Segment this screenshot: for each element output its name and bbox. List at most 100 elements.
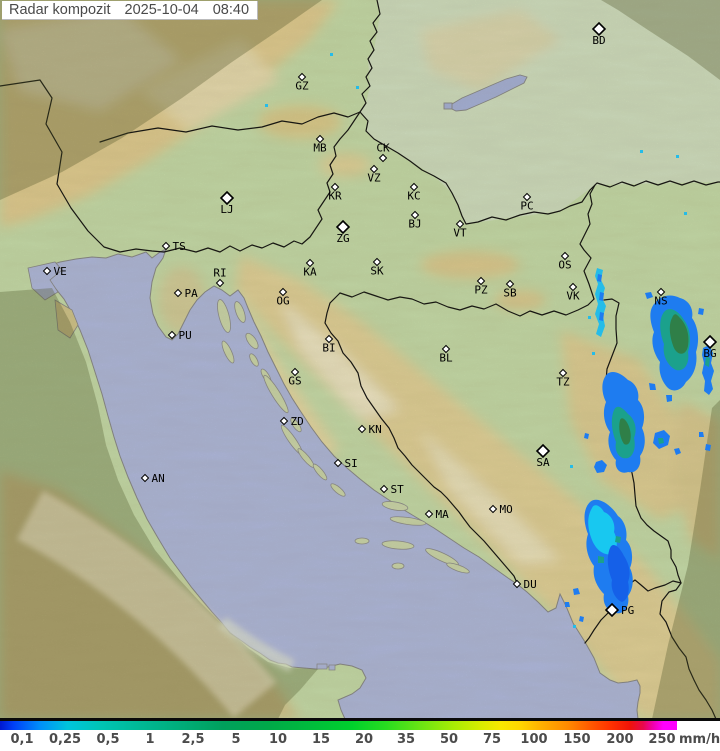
station-PZ: PZ [474, 276, 488, 297]
station-PC: PC [520, 192, 534, 213]
station-marker-icon [290, 367, 300, 377]
station-PU: PU [167, 329, 192, 342]
station-marker-icon [409, 182, 419, 192]
terrain-grain-texture [0, 0, 720, 719]
legend-label: 15 [311, 732, 331, 747]
station-marker-layer: GZ BD MB CK VZ KR KC LJ BJ VT PC ZG TS VE RI KA SK OS PA OG… [42, 21, 718, 618]
station-BG: BG [702, 334, 718, 360]
legend-gradient-bar [0, 721, 677, 730]
legend-label: 35 [396, 732, 416, 747]
station-label: LJ [220, 203, 233, 216]
station-label: VT [453, 227, 467, 240]
station-label: SA [536, 456, 550, 469]
station-label: KN [369, 423, 382, 436]
station-marker-icon [522, 192, 532, 202]
legend-label: 250 [648, 732, 676, 747]
station-SB: SB [503, 279, 517, 300]
station-marker-icon [410, 210, 420, 220]
station-marker-icon [215, 278, 225, 288]
echo-danube-streak-blue [597, 274, 604, 321]
station-label: ZD [291, 415, 304, 428]
station-label: BI [322, 342, 335, 355]
app-title: Radar kompozit [9, 2, 111, 18]
station-marker-icon [535, 443, 551, 459]
station-BJ: BJ [408, 210, 422, 231]
station-marker-icon [372, 257, 382, 267]
station-label: MA [436, 508, 450, 521]
radar-echo-speck [592, 352, 595, 355]
station-label: VZ [367, 172, 381, 185]
legend-label: 50 [439, 732, 459, 747]
station-BL: BL [439, 344, 453, 365]
station-marker-icon [488, 504, 498, 514]
station-SA: SA [535, 443, 551, 469]
station-label: PZ [474, 284, 488, 297]
station-marker-icon [476, 276, 486, 286]
station-VZ: VZ [367, 164, 381, 185]
station-GS: GS [288, 367, 302, 388]
legend-label: 100 [520, 732, 548, 747]
station-label: DU [524, 578, 537, 591]
station-label: AN [152, 472, 165, 485]
station-ST: ST [379, 483, 404, 496]
legend-separator [0, 718, 720, 721]
radar-echo-speck [265, 104, 268, 107]
legend-label: 0,1 [10, 732, 34, 747]
station-VE: VE [42, 265, 67, 278]
legend-unit: mm/h [679, 732, 720, 747]
station-KR: KR [328, 182, 342, 203]
echo-danube-streak [595, 268, 606, 337]
station-PA: PA [173, 287, 198, 300]
echo-pg-core [607, 544, 630, 602]
station-marker-icon [379, 484, 389, 494]
echo-bg-streak-core [705, 356, 710, 367]
station-marker-icon [315, 134, 325, 144]
station-NS: NS [654, 287, 668, 308]
station-marker-icon [324, 334, 334, 344]
station-marker-icon [173, 288, 183, 298]
station-marker-icon [305, 258, 315, 268]
station-label: SK [370, 265, 384, 278]
station-label: VK [566, 290, 580, 303]
station-marker-icon [512, 579, 522, 589]
station-VK: VK [566, 282, 580, 303]
station-marker-icon [568, 282, 578, 292]
station-OS: OS [558, 251, 572, 272]
legend-label: 2,5 [181, 732, 205, 747]
station-label: TS [173, 240, 186, 253]
station-label: KR [328, 190, 342, 203]
station-marker-icon [378, 153, 388, 163]
station-SI: SI [333, 457, 358, 470]
station-label: KC [407, 190, 420, 203]
station-label: GS [288, 375, 301, 388]
station-label: KA [303, 266, 317, 279]
legend-label: 75 [482, 732, 502, 747]
radar-echo-speck [588, 316, 591, 319]
station-marker-icon [656, 287, 666, 297]
station-label: CK [376, 142, 390, 155]
station-label: GZ [295, 80, 309, 93]
radar-echo-speck [640, 150, 643, 153]
station-LJ: LJ [219, 190, 235, 216]
station-SK: SK [370, 257, 384, 278]
station-marker-icon [357, 424, 367, 434]
station-MB: MB [313, 134, 327, 155]
station-marker-icon [591, 21, 607, 37]
station-marker-icon [333, 458, 343, 468]
station-marker-icon [560, 251, 570, 261]
echo-ns-core [669, 314, 689, 354]
legend-label: 10 [268, 732, 288, 747]
station-GZ: GZ [295, 72, 309, 93]
station-marker-icon [167, 330, 177, 340]
radar-echo-speck [573, 625, 576, 628]
radar-echo-layer [265, 53, 714, 628]
station-marker-icon [369, 164, 379, 174]
station-label: OG [276, 295, 289, 308]
intensity-legend: 0,1 0,25 0,5 1 2,5 5 10 15 20 35 50 75 100 150 200 250 m… [0, 718, 720, 751]
station-TZ: TZ [556, 368, 570, 389]
radar-echo-speck [330, 53, 333, 56]
legend-label: 1 [145, 732, 155, 747]
station-marker-icon [140, 473, 150, 483]
station-KN: KN [357, 423, 382, 436]
